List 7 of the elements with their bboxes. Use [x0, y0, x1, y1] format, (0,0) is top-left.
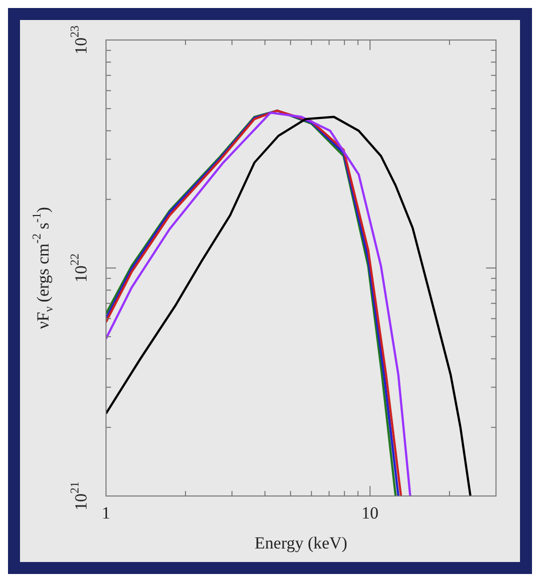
y-axis-title: νFν (ergs cm-2 s-1): [29, 206, 56, 330]
y-tick-label: 1021: [67, 482, 90, 510]
x-axis-title: Energy (keV): [254, 533, 348, 552]
y-tick-label: 1023: [67, 26, 90, 54]
x-tick-label: 1: [102, 503, 110, 522]
x-tick-label: 10: [362, 503, 379, 522]
y-tick-label: 1022: [67, 254, 90, 282]
